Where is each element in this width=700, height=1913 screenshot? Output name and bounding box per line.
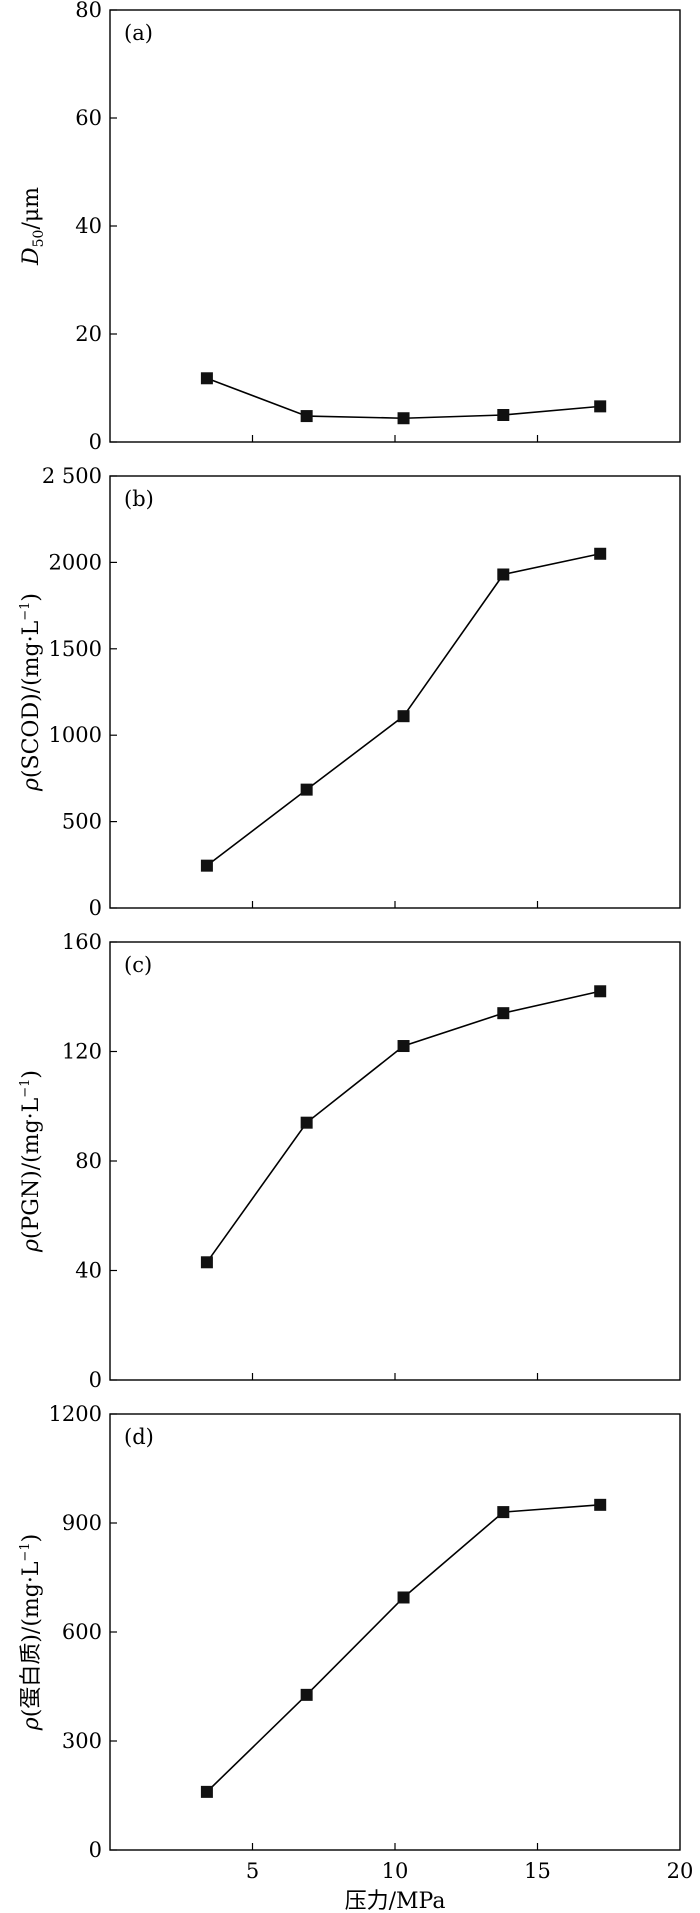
y-tick-label: 0 xyxy=(89,1838,102,1862)
y-axis-title-text: (蛋白质)/(mg·L xyxy=(19,1561,44,1717)
x-tick-label: 20 xyxy=(667,1859,694,1883)
y-axis-title-close: ) xyxy=(19,1070,44,1079)
y-axis-title: ρ(SCOD)/(mg·L−1) xyxy=(18,593,44,792)
y-axis-title-sup: −1 xyxy=(18,1079,33,1098)
y-axis-title-text: (SCOD)/(mg·L xyxy=(19,620,44,778)
data-point xyxy=(397,1040,410,1053)
y-axis-title-close: ) xyxy=(19,593,44,602)
series-line xyxy=(206,552,601,867)
y-tick-label: 120 xyxy=(62,1040,102,1064)
y-axis-title-main: ρ xyxy=(19,1239,44,1253)
data-point xyxy=(594,985,607,998)
y-tick-label: 500 xyxy=(62,810,102,834)
y-tick-label: 20 xyxy=(75,322,102,346)
y-axis-title-sub: 50 xyxy=(31,230,47,248)
data-point xyxy=(200,859,213,872)
y-tick-label: 80 xyxy=(75,1149,102,1173)
data-point xyxy=(200,372,213,385)
series-line xyxy=(206,1504,601,1793)
y-axis-title-unit: /μm xyxy=(19,187,44,230)
y-axis-title-main: D xyxy=(19,247,44,266)
x-axis-title: 压力/MPa xyxy=(345,1889,446,1913)
data-point xyxy=(497,568,510,581)
plot-frame xyxy=(109,475,681,909)
y-tick-label: 40 xyxy=(75,214,102,238)
data-point xyxy=(300,1116,313,1129)
y-tick-label: 1200 xyxy=(49,1402,102,1426)
panel-b: 0 500 1000 1500 2000 2 500 (b) ρ(SCOD)/(mg·L−1) xyxy=(18,464,681,920)
y-tick-label: 1000 xyxy=(49,723,102,747)
y-tick-label: 0 xyxy=(89,1368,102,1392)
x-tick-label: 15 xyxy=(524,1859,551,1883)
series-line xyxy=(206,990,601,1263)
x-tick-label: 10 xyxy=(382,1859,409,1883)
y-tick-label: 40 xyxy=(75,1259,102,1283)
panel-label: (c) xyxy=(124,953,152,977)
y-tick-label: 160 xyxy=(62,930,102,954)
data-point xyxy=(594,547,607,560)
panel-a: 0 20 40 60 80 (a) D50/μm xyxy=(19,0,681,454)
y-tick-label: 1500 xyxy=(49,637,102,661)
panel-d: 0 300 600 900 1200 (d) ρ(蛋白质)/(mg·L−1) xyxy=(18,1402,681,1862)
y-tick-label: 2000 xyxy=(49,550,102,574)
panel-c: 0 40 80 120 160 (c) ρ(PGN)/(mg·L−1) xyxy=(18,930,681,1392)
y-axis-title-text: (PGN)/(mg·L xyxy=(19,1097,44,1239)
y-tick-label: 2 500 xyxy=(42,464,102,488)
y-tick-label: 600 xyxy=(62,1620,102,1644)
y-tick-label: 80 xyxy=(75,0,102,22)
data-point xyxy=(594,1498,607,1511)
y-tick-label: 0 xyxy=(89,430,102,454)
data-point xyxy=(497,1007,510,1020)
y-tick-label: 0 xyxy=(89,896,102,920)
y-tick-label: 60 xyxy=(75,106,102,130)
y-axis-title-main: ρ xyxy=(19,1717,44,1731)
y-tick-label: 300 xyxy=(62,1729,102,1753)
y-axis-title: ρ(蛋白质)/(mg·L−1) xyxy=(18,1534,44,1731)
data-point xyxy=(300,410,313,423)
panel-label: (d) xyxy=(124,1425,154,1449)
data-point xyxy=(397,1591,410,1604)
data-point xyxy=(497,409,510,421)
data-point xyxy=(594,400,607,413)
data-point xyxy=(300,783,313,796)
data-point xyxy=(397,412,410,425)
y-tick-label: 900 xyxy=(62,1511,102,1535)
y-axis-title-sup: −1 xyxy=(18,1542,33,1561)
y-axis-title-main: ρ xyxy=(19,778,44,792)
data-point xyxy=(200,1256,213,1269)
y-axis-title: D50/μm xyxy=(19,187,47,266)
y-axis-title-sup: −1 xyxy=(18,602,33,621)
plot-frame xyxy=(109,1413,681,1851)
y-axis-title: ρ(PGN)/(mg·L−1) xyxy=(18,1070,44,1253)
data-point xyxy=(497,1506,510,1519)
data-point xyxy=(397,710,410,723)
plot-frame xyxy=(109,941,681,1381)
x-tick-label: 5 xyxy=(246,1859,259,1883)
panel-label: (a) xyxy=(124,21,153,45)
data-point xyxy=(300,1688,313,1701)
data-point xyxy=(200,1785,213,1798)
y-axis-title-close: ) xyxy=(19,1534,44,1543)
plot-frame xyxy=(109,9,681,443)
panel-label: (b) xyxy=(124,487,154,511)
